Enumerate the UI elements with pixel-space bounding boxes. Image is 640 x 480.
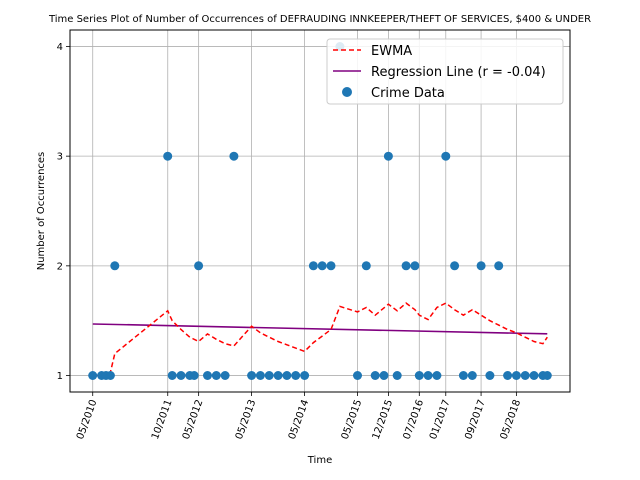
crime-data-point — [370, 371, 380, 380]
crime-data-point — [211, 371, 221, 380]
crime-data-point — [353, 371, 362, 380]
legend-regression-label: Regression Line (r = -0.04) — [371, 65, 546, 80]
crime-data-point — [494, 261, 504, 271]
crime-data-point — [163, 151, 173, 161]
crime-data-point — [458, 371, 468, 380]
ewma-series — [92, 302, 548, 377]
x-axis-label: Time — [307, 455, 332, 466]
y-axis-label: Number of Occurrences — [36, 152, 47, 271]
regression-series — [92, 323, 548, 335]
crime-data-point — [176, 371, 186, 380]
crime-data-point — [432, 371, 442, 380]
crime-data-point — [450, 261, 460, 271]
crime-data-point — [88, 371, 98, 380]
legend: EWMA Regression Line (r = -0.04) Crime D… — [326, 38, 564, 105]
regression-line — [92, 323, 548, 335]
crime-data-point — [167, 371, 177, 380]
crime-data-point — [264, 371, 274, 380]
crime-data-point — [503, 371, 513, 380]
crime-data-point — [273, 371, 283, 380]
crime-data-point — [194, 261, 204, 271]
crime-data-point — [317, 261, 327, 271]
y-axis-ticks: 1 2 3 4 — [57, 42, 70, 382]
y-tick-label: 3 — [57, 152, 63, 163]
crime-data-point — [511, 371, 521, 380]
crime-data-point — [308, 261, 318, 271]
crime-data-point — [203, 371, 212, 380]
plot-frame — [69, 29, 571, 393]
crime-data-point — [255, 371, 265, 380]
crime-data-point — [392, 371, 402, 380]
crime-data-point — [410, 261, 420, 271]
crime-data-point — [529, 371, 539, 380]
crime-data-point — [105, 371, 115, 380]
crime-data-point — [282, 371, 292, 380]
crime-data-point — [401, 261, 411, 271]
crime-data-point — [229, 151, 239, 161]
crime-data-point — [414, 371, 424, 380]
chart-title: Time Series Plot of Number of Occurrence… — [48, 14, 591, 25]
y-tick-label: 1 — [57, 371, 63, 382]
crime-data-point — [291, 371, 301, 380]
legend-box — [326, 38, 564, 105]
legend-points-swatch — [342, 87, 352, 97]
crime-data-point — [520, 371, 530, 380]
crime-data-point — [485, 371, 495, 380]
y-tick-label: 2 — [57, 261, 63, 272]
crime-data-point — [379, 371, 389, 380]
crime-data-series — [88, 42, 552, 380]
crime-data-point — [220, 371, 230, 380]
crime-data-point — [110, 261, 120, 271]
legend-points-label: Crime Data — [371, 86, 445, 101]
ewma-line — [92, 302, 548, 377]
crime-data-point — [326, 261, 336, 271]
y-tick-label: 4 — [57, 42, 63, 53]
crime-data-point — [247, 371, 257, 380]
crime-data-point — [423, 371, 433, 380]
crime-data-point — [441, 151, 451, 161]
crime-data-point — [189, 371, 199, 380]
crime-data-point — [476, 261, 486, 271]
legend-ewma-label: EWMA — [371, 44, 412, 59]
crime-data-point — [300, 371, 310, 380]
crime-data-point — [542, 371, 552, 380]
crime-data-point — [467, 371, 477, 380]
crime-data-point — [383, 151, 393, 161]
crime-data-point — [361, 261, 371, 271]
